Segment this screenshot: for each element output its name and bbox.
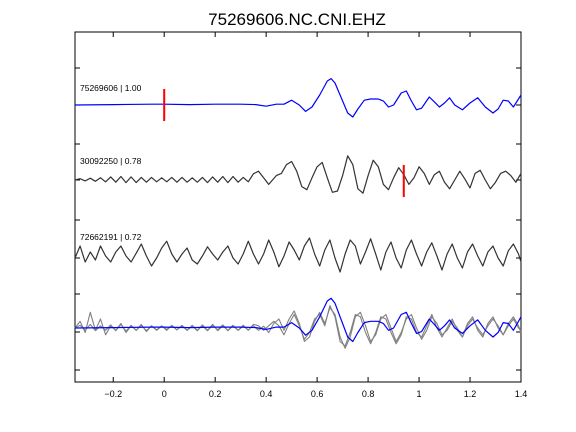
trace-label-2: 72662191 | 0.72 <box>80 232 142 242</box>
plot-area <box>74 31 522 383</box>
x-tick-label-8: 1.4 <box>515 389 528 399</box>
waveform-traces <box>74 78 522 349</box>
trace-labels: 75269606 | 1.00 30092250 | 0.78 72662191 |… <box>80 83 142 242</box>
x-tick-label-1: 0 <box>162 389 167 399</box>
trace-label-1: 30092250 | 0.78 <box>80 156 142 166</box>
trace-1 <box>74 155 522 194</box>
trace-0 <box>74 78 522 118</box>
trace-5 <box>74 297 522 343</box>
x-axis: −0.2 0 0.2 0.4 0.6 0.8 1 1.2 1.4 <box>104 32 527 399</box>
pick-markers <box>163 89 405 197</box>
trace-label-0: 75269606 | 1.00 <box>80 83 142 93</box>
x-tick-label-0: −0.2 <box>104 389 122 399</box>
x-tick-label-2: 0.2 <box>209 389 222 399</box>
x-tick-label-4: 0.6 <box>311 389 324 399</box>
x-tick-label-6: 1 <box>417 389 422 399</box>
x-tick-label-3: 0.4 <box>260 389 273 399</box>
trace-2 <box>74 237 522 273</box>
x-tick-label-5: 0.8 <box>362 389 375 399</box>
chart-title: 75269606.NC.CNI.EHZ <box>208 10 386 29</box>
x-tick-label-7: 1.2 <box>464 389 477 399</box>
